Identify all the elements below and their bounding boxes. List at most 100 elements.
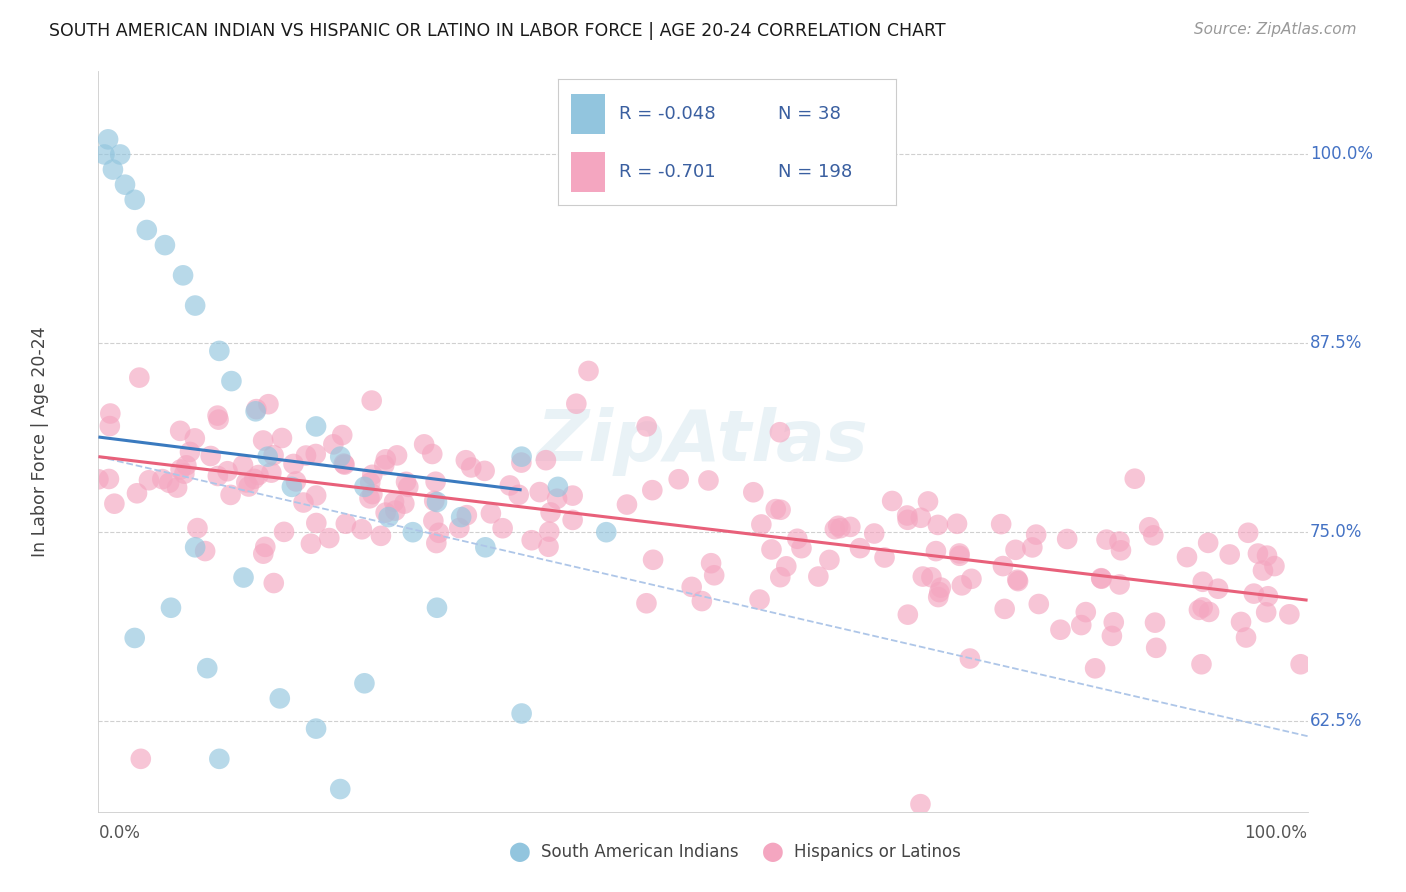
Point xyxy=(1137,520,1160,534)
Point xyxy=(960,572,983,586)
Point xyxy=(769,425,792,440)
Point xyxy=(1025,527,1047,541)
Text: ZipAtlas: ZipAtlas xyxy=(537,407,869,476)
Point xyxy=(377,510,399,524)
Point xyxy=(863,526,886,541)
Point xyxy=(748,592,770,607)
Point xyxy=(157,475,180,490)
Point xyxy=(1070,618,1092,632)
Point xyxy=(1108,534,1130,549)
Point xyxy=(991,559,1014,574)
Point xyxy=(252,434,274,448)
Point xyxy=(1191,600,1213,615)
Point xyxy=(1175,550,1198,565)
Point xyxy=(456,508,478,523)
Point xyxy=(786,532,808,546)
Point xyxy=(179,445,201,459)
Point xyxy=(950,578,973,592)
Point xyxy=(896,508,918,523)
Point xyxy=(460,460,482,475)
Point xyxy=(641,553,664,567)
Point xyxy=(538,524,561,539)
Point xyxy=(207,412,229,426)
Point xyxy=(1243,586,1265,600)
Point xyxy=(595,525,617,540)
Point xyxy=(361,467,384,482)
Point xyxy=(281,480,304,494)
Point xyxy=(263,576,285,591)
Point xyxy=(125,486,148,500)
Point xyxy=(897,513,920,527)
Point xyxy=(370,529,392,543)
Point xyxy=(474,541,496,555)
Point xyxy=(775,559,797,574)
Point xyxy=(929,581,952,595)
Point xyxy=(761,542,783,557)
Point xyxy=(299,537,322,551)
Point xyxy=(359,491,381,506)
Text: In Labor Force | Age 20-24: In Labor Force | Age 20-24 xyxy=(31,326,49,557)
Point xyxy=(1198,605,1220,619)
Point xyxy=(636,419,658,434)
Point xyxy=(103,497,125,511)
Point xyxy=(396,480,419,494)
Point xyxy=(232,570,254,584)
Point xyxy=(257,397,280,411)
Point xyxy=(235,475,257,490)
Text: SOUTH AMERICAN INDIAN VS HISPANIC OR LATINO IN LABOR FORCE | AGE 20-24 CORRELATI: SOUTH AMERICAN INDIAN VS HISPANIC OR LAT… xyxy=(49,22,946,40)
Point xyxy=(232,458,254,473)
Point xyxy=(537,540,560,554)
Point xyxy=(700,556,723,570)
Point xyxy=(1188,603,1211,617)
Point xyxy=(1028,597,1050,611)
Point xyxy=(353,480,375,494)
Point xyxy=(395,475,418,489)
Point xyxy=(254,540,277,554)
Point xyxy=(849,541,872,556)
Point xyxy=(911,569,934,583)
Point xyxy=(499,478,522,492)
Point xyxy=(361,487,384,501)
Point xyxy=(124,631,146,645)
Point xyxy=(285,475,308,489)
Point xyxy=(1123,472,1146,486)
Point xyxy=(425,475,447,489)
Point xyxy=(520,533,543,548)
Point xyxy=(636,596,658,610)
Point xyxy=(830,521,852,535)
Point xyxy=(946,516,969,531)
Point xyxy=(1004,542,1026,557)
Point xyxy=(426,495,449,509)
Point xyxy=(374,506,396,520)
Point xyxy=(449,521,471,535)
Point xyxy=(547,480,569,494)
Point xyxy=(1108,577,1130,591)
Point xyxy=(173,467,195,481)
Point xyxy=(824,522,846,536)
Point xyxy=(529,485,551,500)
Point xyxy=(1263,559,1285,574)
Point xyxy=(425,536,447,550)
Point xyxy=(176,458,198,473)
Point xyxy=(454,453,477,467)
Point xyxy=(1095,533,1118,547)
Point xyxy=(245,404,267,418)
Point xyxy=(114,178,136,192)
Point xyxy=(491,521,513,535)
Point xyxy=(765,502,787,516)
Point xyxy=(1191,574,1213,589)
Point xyxy=(256,450,278,464)
Point xyxy=(1206,582,1229,596)
Point xyxy=(546,491,568,506)
Point xyxy=(423,494,446,508)
Point xyxy=(927,590,949,604)
Point xyxy=(243,472,266,486)
Point xyxy=(949,549,972,563)
Point xyxy=(184,541,207,555)
Point xyxy=(247,468,270,483)
Point xyxy=(565,397,588,411)
Text: 100.0%: 100.0% xyxy=(1310,145,1374,163)
Point xyxy=(207,469,229,483)
Point xyxy=(1144,640,1167,655)
Point xyxy=(1234,631,1257,645)
